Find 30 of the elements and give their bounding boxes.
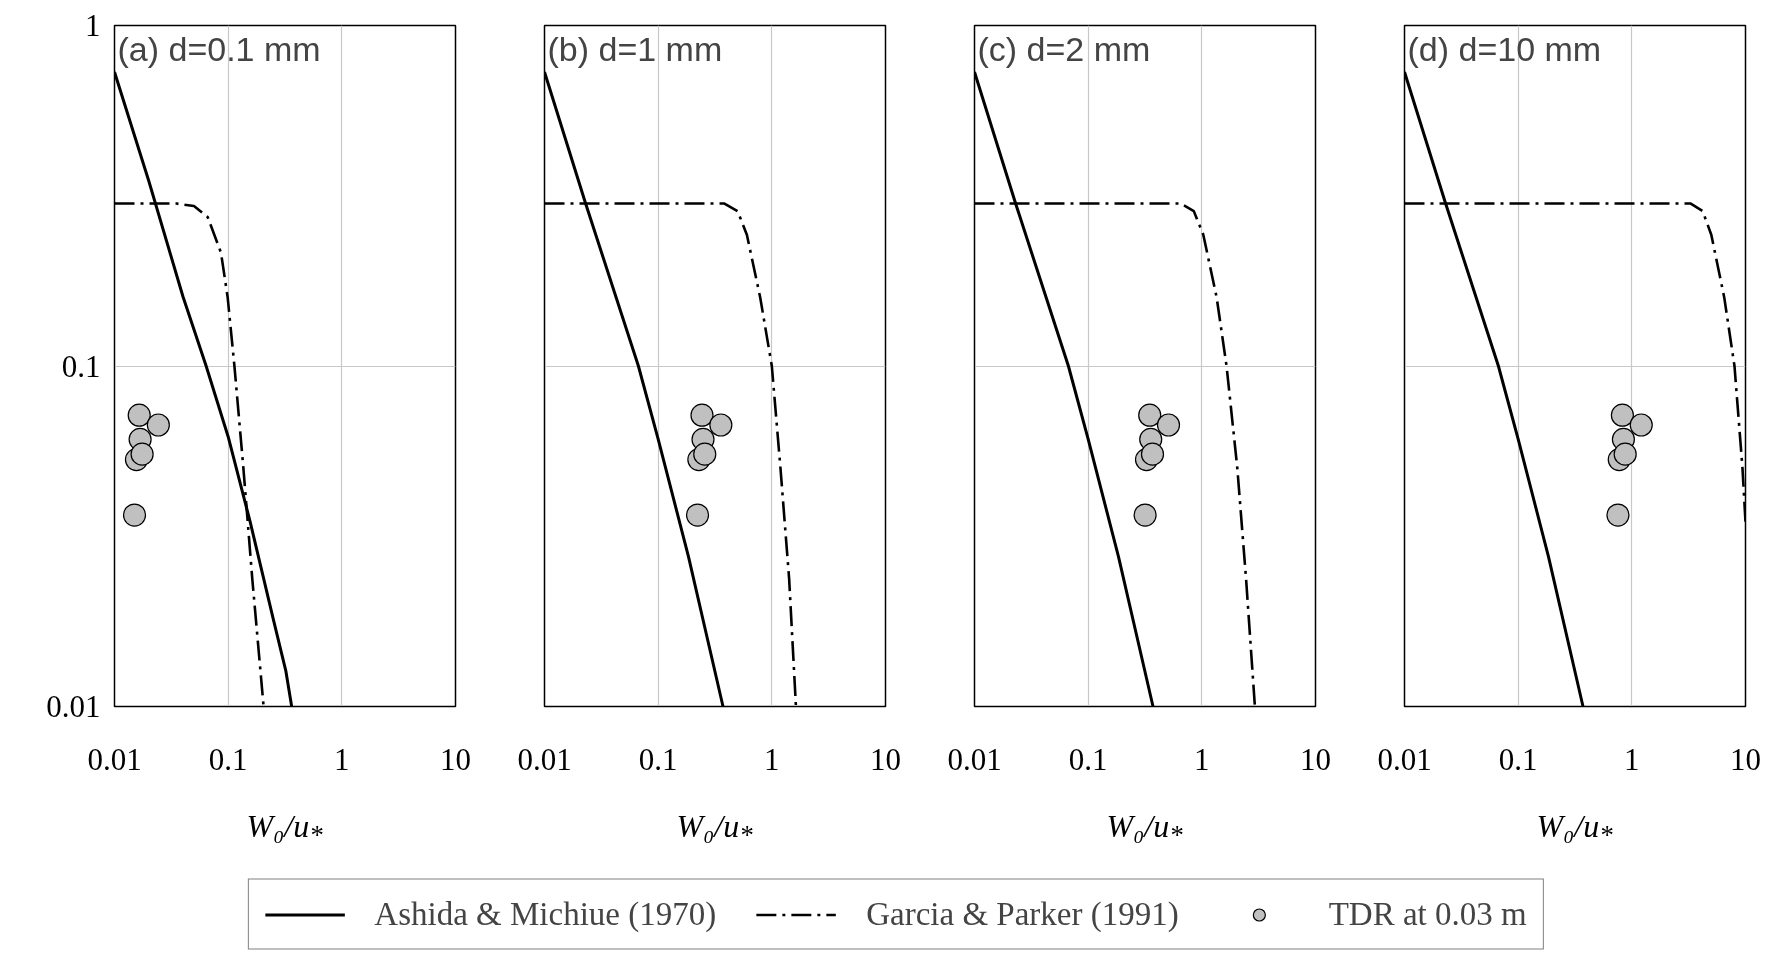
x-tick-label: 0.01 xyxy=(517,741,572,777)
x-tick-label: 1 xyxy=(1624,741,1640,777)
x-tick-label: 10 xyxy=(870,741,901,777)
y-tick-label: 1 xyxy=(85,8,101,43)
x-tick-label: 0.1 xyxy=(638,741,678,777)
legend-label: Garcia & Parker (1991) xyxy=(866,895,1179,933)
x-tick-label: 0.1 xyxy=(208,741,248,777)
chart-title: (c) d=2 mm xyxy=(977,29,1151,68)
x-tick-label: 1 xyxy=(764,741,780,777)
x-tick-label: 0.01 xyxy=(1377,741,1432,777)
x-tick-label: 0.01 xyxy=(947,741,1002,777)
x-axis-title: W₀/u$_{*}$ xyxy=(1106,807,1183,853)
x-tick-label: 1 xyxy=(334,741,350,777)
x-tick-label: 0.1 xyxy=(1498,741,1538,777)
chart-title: (b) d=1 mm xyxy=(547,29,723,68)
x-axis-title: W₀/u$_{*}$ xyxy=(676,807,753,853)
x-tick-label: 10 xyxy=(1730,741,1761,777)
chart-title: (d) d=10 mm xyxy=(1407,29,1602,68)
legend-label: TDR at 0.03 m xyxy=(1328,895,1527,933)
y-tick-label: 0.01 xyxy=(46,689,101,724)
x-axis-title: W₀/u$_{*}$ xyxy=(246,807,323,853)
legend-label: Ashida & Michiue (1970) xyxy=(374,895,717,933)
x-axis-title: W₀/u$_{*}$ xyxy=(1536,807,1613,853)
x-tick-label: 0.1 xyxy=(1068,741,1108,777)
x-tick-label: 1 xyxy=(1194,741,1210,777)
y-tick-label: 0.1 xyxy=(61,348,101,384)
x-tick-label: 10 xyxy=(440,741,471,777)
chart-title: (a) d=0.1 mm xyxy=(117,29,321,68)
x-tick-label: 0.01 xyxy=(87,741,142,777)
x-tick-label: 10 xyxy=(1300,741,1331,777)
